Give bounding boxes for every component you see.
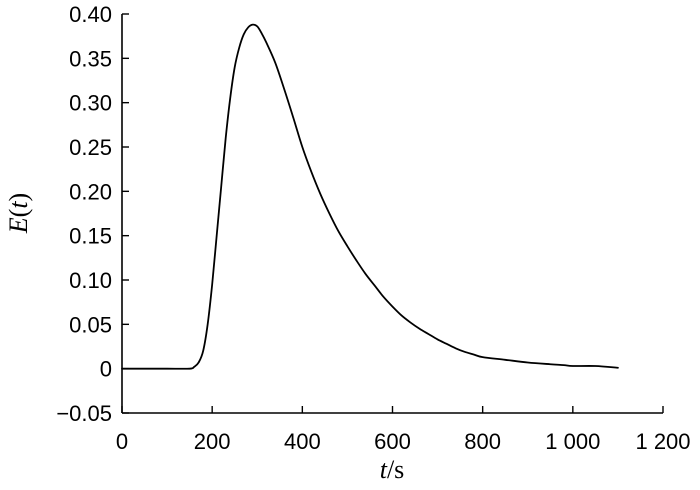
x-tick-label: 400 <box>284 429 321 454</box>
y-tick-label: −0.05 <box>56 401 112 426</box>
y-tick-label: 0 <box>100 357 112 382</box>
y-tick-label: 0.40 <box>69 2 112 27</box>
y-tick-label: 0.10 <box>69 268 112 293</box>
x-tick-label: 800 <box>464 429 501 454</box>
y-tick-label: 0.25 <box>69 135 112 160</box>
y-ticks: −0.05 0 0.05 0.10 0.15 0.20 0.25 0.30 0.35 0.40 <box>56 2 129 426</box>
y-axis-label: E(t) <box>4 193 33 234</box>
x-tick-label: 0 <box>116 429 128 454</box>
x-axis-label: t/s <box>380 455 405 484</box>
x-tick-label: 200 <box>194 429 231 454</box>
y-tick-label: 0.20 <box>69 179 112 204</box>
x-tick-label: 1 200 <box>635 429 690 454</box>
y-tick-label: 0.30 <box>69 91 112 116</box>
series-line <box>121 23 619 370</box>
y-tick-label: 0.35 <box>69 46 112 71</box>
x-ticks: 0 200 400 600 800 1 000 1 200 <box>116 406 691 454</box>
y-tick-label: 0.05 <box>69 312 112 337</box>
y-tick-label: 0.15 <box>69 224 112 249</box>
x-tick-label: 1 000 <box>545 429 600 454</box>
series-group <box>121 23 619 370</box>
x-tick-label: 600 <box>374 429 411 454</box>
